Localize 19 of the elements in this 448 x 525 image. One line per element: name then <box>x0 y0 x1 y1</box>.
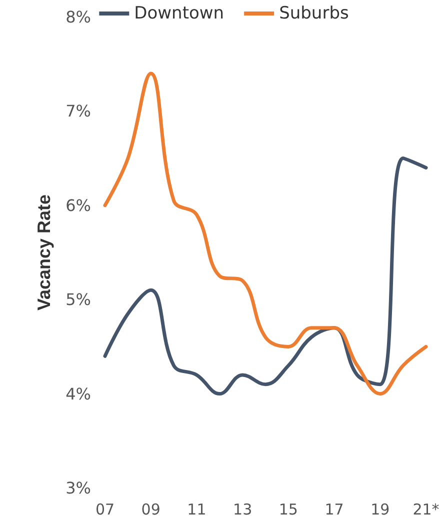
x-tick-label: 11 <box>187 500 206 518</box>
x-tick-label: 07 <box>95 500 115 518</box>
y-tick-label: 7% <box>66 102 91 121</box>
line-series <box>103 156 428 396</box>
x-tick-label: 17 <box>324 500 344 518</box>
y-tick-label: 5% <box>66 290 91 310</box>
line-series <box>103 72 428 396</box>
y-tick-label: 6% <box>66 196 91 215</box>
y-axis-title: Vacancy Rate <box>34 194 54 311</box>
y-tick-label: 8% <box>66 8 91 26</box>
x-tick-label: 21* <box>412 500 440 518</box>
legend-label: Suburbs <box>279 4 349 24</box>
legend-label: Downtown <box>134 4 224 24</box>
x-tick-label: 13 <box>233 500 252 518</box>
x-tick-label: 19 <box>370 500 390 518</box>
x-tick-label: 09 <box>141 500 160 518</box>
y-tick-label: 3% <box>66 478 91 498</box>
x-tick-label: 15 <box>278 500 298 518</box>
y-tick-label: 4% <box>66 384 91 404</box>
